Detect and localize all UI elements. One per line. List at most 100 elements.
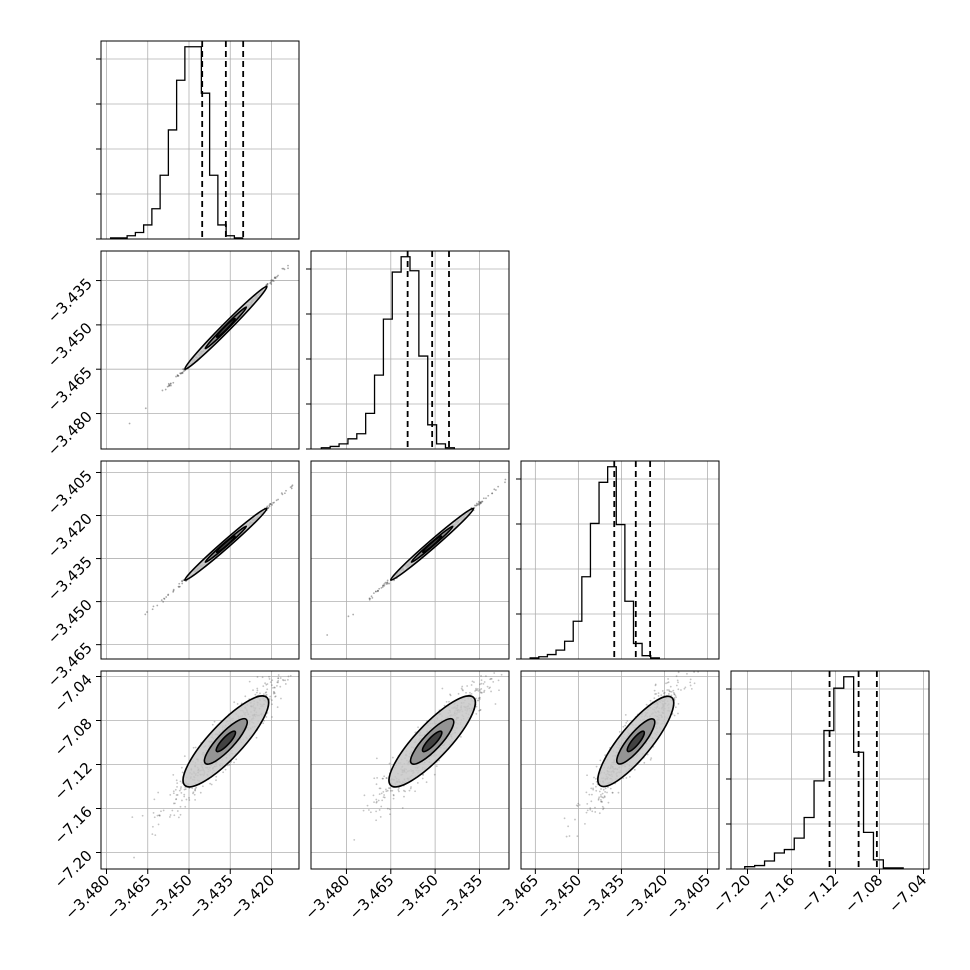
- scatter-point: [475, 687, 477, 690]
- scatter-point: [382, 777, 384, 780]
- scatter-point: [666, 689, 669, 691]
- scatter-point: [156, 604, 159, 607]
- scatter-point: [184, 805, 187, 808]
- scatter-point: [268, 505, 271, 508]
- scatter-point: [183, 795, 186, 798]
- scatter-point: [480, 688, 483, 690]
- scatter-point: [157, 823, 160, 826]
- scatter-point: [589, 808, 592, 811]
- scatter-point: [475, 705, 478, 708]
- scatter-point: [483, 691, 485, 693]
- panel-0-0: [96, 40, 300, 240]
- scatter-point: [244, 695, 247, 698]
- scatter-point: [477, 699, 480, 702]
- scatter-point: [524, 654, 526, 656]
- scatter-point: [269, 695, 272, 698]
- scatter-point: [379, 816, 382, 818]
- scatter-point: [383, 796, 386, 799]
- scatter-points: [353, 654, 526, 841]
- scatter-point: [586, 774, 588, 777]
- scatter-point: [460, 735, 462, 738]
- scatter-point: [498, 668, 500, 670]
- scatter-point: [480, 691, 482, 694]
- scatter-point: [169, 383, 172, 385]
- scatter-point: [195, 786, 198, 789]
- scatter-point: [657, 692, 660, 695]
- scatter-point: [179, 788, 182, 790]
- scatter-point: [303, 682, 305, 684]
- scatter-point: [673, 697, 676, 699]
- scatter-point: [256, 691, 258, 694]
- scatter-point: [375, 783, 378, 786]
- scatter-point: [601, 801, 603, 803]
- scatter-point: [389, 813, 391, 816]
- scatter-point: [448, 700, 450, 703]
- scatter-point: [307, 657, 309, 659]
- scatter-point: [476, 699, 479, 702]
- scatter-point: [666, 681, 669, 684]
- scatter-point: [657, 695, 660, 697]
- scatter-point: [285, 489, 287, 492]
- scatter-point: [362, 809, 365, 812]
- scatter-point: [385, 777, 388, 779]
- contour-core: [215, 317, 236, 338]
- scatter-point: [477, 502, 480, 505]
- contour-core: [626, 730, 646, 753]
- scatter-point: [701, 668, 703, 670]
- scatter-point: [409, 787, 412, 790]
- scatter-point: [266, 688, 269, 691]
- histogram-step: [744, 676, 904, 869]
- scatter-point: [392, 797, 395, 800]
- scatter-point: [194, 789, 196, 791]
- scatter-point: [592, 788, 595, 791]
- panel-2-2: [516, 460, 720, 660]
- scatter-point: [269, 503, 272, 506]
- scatter-point: [667, 678, 669, 680]
- scatter-point: [300, 253, 302, 255]
- scatter-point: [586, 809, 589, 812]
- scatter-point: [604, 754, 607, 757]
- scatter-point: [480, 682, 483, 685]
- scatter-point: [188, 797, 190, 799]
- scatter-point: [287, 267, 289, 270]
- scatter-point: [273, 691, 275, 694]
- panel-3-2: [520, 668, 720, 870]
- scatter-point: [373, 801, 375, 804]
- scatter-point: [276, 684, 278, 687]
- contour-core: [422, 535, 443, 554]
- scatter-point: [611, 791, 614, 794]
- scatter-point: [179, 813, 182, 816]
- y-tick-label: −3.435: [44, 553, 96, 605]
- scatter-point: [269, 681, 272, 684]
- x-tick-label: −3.405: [662, 871, 714, 923]
- scatter-point: [653, 689, 656, 692]
- scatter-point: [586, 803, 589, 805]
- scatter-point: [690, 668, 692, 670]
- scatter-point: [672, 691, 675, 694]
- scatter-point: [375, 810, 378, 813]
- scatter-point: [602, 788, 605, 791]
- scatter-point: [273, 686, 276, 689]
- scatter-point: [373, 777, 376, 780]
- scatter-point: [595, 765, 598, 768]
- scatter-point: [141, 814, 144, 817]
- scatter-point: [279, 685, 282, 688]
- scatter-point: [593, 776, 595, 779]
- scatter-point: [486, 685, 489, 688]
- scatter-point: [287, 675, 290, 678]
- scatter-point: [271, 716, 273, 718]
- scatter-point: [312, 466, 314, 468]
- scatter-point: [283, 664, 285, 666]
- y-tick-label: −3.420: [44, 510, 96, 562]
- scatter-point: [272, 690, 275, 693]
- scatter-point: [266, 282, 269, 285]
- scatter-point: [281, 267, 284, 270]
- scatter-point: [498, 689, 500, 692]
- scatter-point: [649, 699, 652, 702]
- scatter-point: [670, 690, 673, 693]
- scatter-point: [378, 787, 381, 790]
- scatter-point: [677, 681, 679, 684]
- panel-frame: [520, 460, 720, 660]
- scatter-point: [175, 798, 177, 801]
- y-tick-label: −3.405: [44, 467, 96, 519]
